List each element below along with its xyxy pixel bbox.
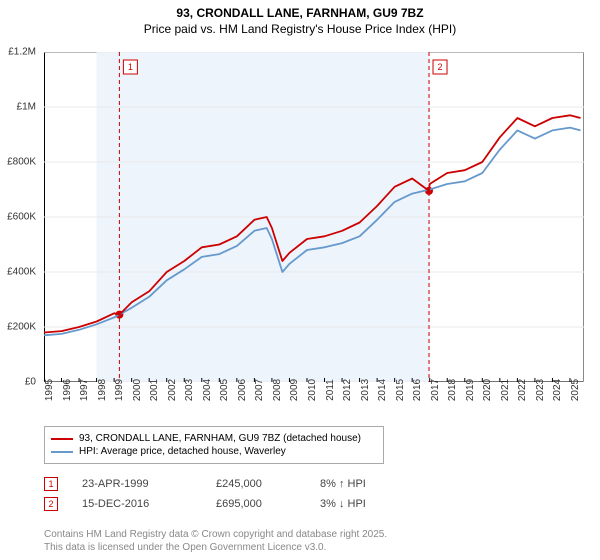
legend: 93, CRONDALL LANE, FARNHAM, GU9 7BZ (det… bbox=[44, 426, 384, 464]
y-tick-label: £200K bbox=[7, 322, 36, 333]
y-tick-label: £0 bbox=[25, 377, 36, 388]
chart-title-block: 93, CRONDALL LANE, FARNHAM, GU9 7BZ Pric… bbox=[0, 0, 600, 36]
x-tick-label: 2022 bbox=[517, 379, 528, 401]
x-tick-label: 2023 bbox=[535, 379, 546, 401]
x-tick-label: 2007 bbox=[254, 379, 265, 401]
y-tick-label: £600K bbox=[7, 212, 36, 223]
y-tick-label: £400K bbox=[7, 267, 36, 278]
x-tick-label: 2013 bbox=[360, 379, 371, 401]
x-tick-label: 1995 bbox=[44, 379, 55, 401]
transaction-price: £695,000 bbox=[216, 498, 296, 510]
x-tick-label: 2012 bbox=[342, 379, 353, 401]
footer-line-1: Contains HM Land Registry data © Crown c… bbox=[44, 528, 387, 541]
x-tick-label: 2009 bbox=[289, 379, 300, 401]
x-tick-label: 2005 bbox=[219, 379, 230, 401]
plot-area: 12 bbox=[44, 52, 584, 382]
x-tick-label: 2000 bbox=[132, 379, 143, 401]
transaction-delta: 3% ↓ HPI bbox=[320, 498, 400, 510]
x-tick-label: 2018 bbox=[447, 379, 458, 401]
x-tick-label: 2021 bbox=[500, 379, 511, 401]
legend-swatch-1 bbox=[51, 438, 73, 440]
transactions-table: 1 23-APR-1999 £245,000 8% ↑ HPI 2 15-DEC-2016… bbox=[44, 474, 400, 514]
transaction-row: 2 15-DEC-2016 £695,000 3% ↓ HPI bbox=[44, 494, 400, 514]
x-tick-label: 2024 bbox=[552, 379, 563, 401]
transaction-delta: 8% ↑ HPI bbox=[320, 478, 400, 490]
x-tick-label: 1998 bbox=[97, 379, 108, 401]
y-tick-label: £1.2M bbox=[8, 47, 36, 58]
x-tick-label: 2025 bbox=[570, 379, 581, 401]
transaction-price: £245,000 bbox=[216, 478, 296, 490]
transaction-marker: 1 bbox=[44, 477, 58, 491]
x-tick-label: 2003 bbox=[184, 379, 195, 401]
svg-text:2: 2 bbox=[438, 62, 443, 72]
x-tick-label: 1996 bbox=[62, 379, 73, 401]
transaction-date: 23-APR-1999 bbox=[82, 478, 192, 490]
x-tick-label: 2008 bbox=[272, 379, 283, 401]
footer-line-2: This data is licensed under the Open Gov… bbox=[44, 541, 387, 554]
legend-item-1: 93, CRONDALL LANE, FARNHAM, GU9 7BZ (det… bbox=[51, 433, 377, 444]
x-tick-label: 2020 bbox=[482, 379, 493, 401]
x-axis-labels: 1995199619971998199920002001200220032004… bbox=[44, 386, 584, 426]
x-tick-label: 2019 bbox=[465, 379, 476, 401]
transaction-date: 15-DEC-2016 bbox=[82, 498, 192, 510]
x-tick-label: 2015 bbox=[395, 379, 406, 401]
legend-label-1: 93, CRONDALL LANE, FARNHAM, GU9 7BZ (det… bbox=[79, 433, 361, 444]
y-axis-labels: £0£200K£400K£600K£800K£1M£1.2M bbox=[0, 52, 40, 382]
x-tick-label: 2011 bbox=[325, 379, 336, 401]
x-tick-label: 2017 bbox=[430, 379, 441, 401]
plot-svg: 12 bbox=[44, 52, 584, 382]
x-tick-label: 2016 bbox=[412, 379, 423, 401]
svg-text:1: 1 bbox=[128, 62, 133, 72]
transaction-row: 1 23-APR-1999 £245,000 8% ↑ HPI bbox=[44, 474, 400, 494]
y-tick-label: £1M bbox=[17, 102, 36, 113]
x-tick-label: 2001 bbox=[149, 379, 160, 401]
legend-label-2: HPI: Average price, detached house, Wave… bbox=[79, 446, 286, 457]
y-tick-label: £800K bbox=[7, 157, 36, 168]
footer: Contains HM Land Registry data © Crown c… bbox=[44, 528, 387, 554]
title-line-1: 93, CRONDALL LANE, FARNHAM, GU9 7BZ bbox=[0, 6, 600, 20]
title-line-2: Price paid vs. HM Land Registry's House … bbox=[0, 22, 600, 36]
legend-swatch-2 bbox=[51, 451, 73, 453]
legend-item-2: HPI: Average price, detached house, Wave… bbox=[51, 446, 377, 457]
x-tick-label: 2006 bbox=[237, 379, 248, 401]
x-tick-label: 2010 bbox=[307, 379, 318, 401]
x-tick-label: 2002 bbox=[167, 379, 178, 401]
x-tick-label: 1997 bbox=[79, 379, 90, 401]
x-tick-label: 2004 bbox=[202, 379, 213, 401]
x-tick-label: 1999 bbox=[114, 379, 125, 401]
transaction-marker: 2 bbox=[44, 497, 58, 511]
x-tick-label: 2014 bbox=[377, 379, 388, 401]
